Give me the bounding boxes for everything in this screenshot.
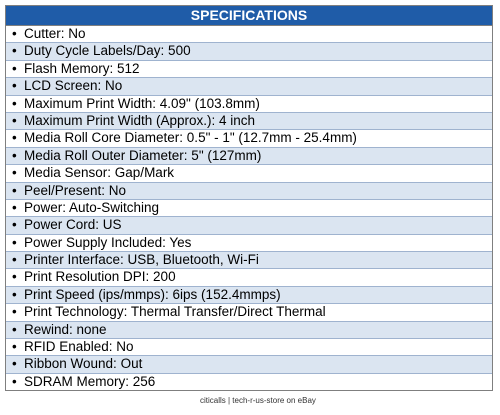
spec-row: Media Sensor: Gap/Mark [6,165,492,183]
spec-row: Print Speed (ips/mmps): 6ips (152.4mmps) [6,286,492,305]
spec-row: Maximum Print Width (Approx.): 4 inch [6,112,492,131]
footer: citicalls | tech-r-us-store on eBay [200,396,316,405]
table-body: Cutter: NoDuty Cycle Labels/Day: 500Flas… [6,26,492,390]
spec-row: RFID Enabled: No [6,339,492,357]
spec-row: Duty Cycle Labels/Day: 500 [6,43,492,61]
spec-row: Maximum Print Width: 4.09" (103.8mm) [6,96,492,113]
spec-row: Printer Interface: USB, Bluetooth, Wi-Fi [6,252,492,270]
spec-row: Media Roll Outer Diameter: 5" (127mm) [6,147,492,166]
spec-row: Print Technology: Thermal Transfer/Direc… [6,304,492,322]
spec-row: Flash Memory: 512 [6,61,492,79]
spec-row: Ribbon Wound: Out [6,356,492,374]
spec-row: Power Supply Included: Yes [6,235,492,253]
spec-row: Peel/Present: No [6,182,492,200]
spec-row: Power: Auto-Switching [6,200,492,218]
spec-row: LCD Screen: No [6,78,492,96]
spec-row: Media Roll Core Diameter: 0.5" - 1" (12.… [6,130,492,148]
spec-row: Print Resolution DPI: 200 [6,269,492,287]
spec-row: Power Cord: US [6,217,492,235]
spec-row: Cutter: No [6,26,492,44]
table-title: SPECIFICATIONS [6,6,492,26]
spec-row: SDRAM Memory: 256 [6,374,492,390]
spec-table: SPECIFICATIONS Cutter: NoDuty Cycle Labe… [5,5,493,392]
spec-row: Rewind: none [6,321,492,340]
